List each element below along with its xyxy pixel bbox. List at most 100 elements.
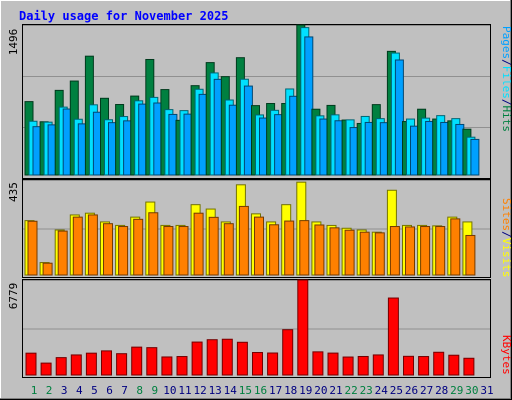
bar-sites-day-16 [254, 216, 264, 276]
day-label-10: 10 [163, 384, 176, 397]
bar-kbytes-day-22 [342, 356, 354, 376]
day-label-31: 31 [480, 384, 493, 397]
chart-title: Daily usage for November 2025 [19, 9, 229, 23]
bar-sites-day-28 [435, 226, 446, 276]
bar-kbytes-day-15 [236, 341, 248, 376]
legend-files: Files [500, 66, 512, 99]
bar-sites-day-27 [420, 226, 431, 276]
day-label-25: 25 [390, 384, 403, 397]
bar-sites-day-1 [27, 220, 38, 276]
bar-sites-day-25 [389, 226, 400, 276]
ymax-label-hits: 1496 [7, 29, 20, 56]
legend-slash: / [500, 99, 512, 106]
day-label-11: 11 [178, 384, 191, 397]
bar-kbytes-day-1 [25, 352, 37, 376]
bar-sites-day-9 [148, 212, 159, 276]
day-label-23: 23 [360, 384, 373, 397]
bar-kbytes-day-7 [116, 353, 128, 376]
grid-kbytes [23, 280, 490, 330]
bar-kbytes-day-21 [327, 352, 339, 376]
bar-kbytes-day-24 [372, 354, 384, 376]
day-label-16: 16 [254, 384, 267, 397]
bar-kbytes-day-18 [282, 329, 294, 376]
bar-sites-day-11 [178, 226, 189, 276]
legend-kbytes-label: KBytes [500, 335, 512, 375]
bar-sites-day-13 [208, 216, 219, 276]
bar-sites-day-7 [118, 226, 129, 276]
day-label-12: 12 [193, 384, 206, 397]
bar-kbytes-day-2 [40, 362, 52, 376]
bar-sites-day-21 [329, 227, 340, 276]
legend-kbytes: KBytes [500, 335, 512, 375]
bar-sites-day-19 [299, 220, 310, 276]
bar-sites-day-24 [374, 232, 385, 276]
bars-sites-visits [24, 181, 476, 276]
day-label-8: 8 [136, 384, 143, 397]
bar-sites-day-10 [163, 226, 174, 276]
bar-sites-day-12 [193, 212, 204, 276]
bar-kbytes-day-28 [433, 351, 445, 376]
bar-pages-day-19 [304, 36, 314, 176]
bar-sites-day-3 [57, 230, 68, 276]
day-label-21: 21 [329, 384, 342, 397]
bar-pages-day-25 [394, 59, 404, 176]
bar-sites-day-2 [42, 262, 53, 276]
bar-sites-day-20 [314, 224, 325, 276]
day-label-22: 22 [344, 384, 357, 397]
day-label-4: 4 [76, 384, 83, 397]
day-label-15: 15 [239, 384, 252, 397]
day-label-18: 18 [284, 384, 297, 397]
day-label-28: 28 [435, 384, 448, 397]
ymax-label-visits: 435 [7, 182, 20, 202]
legend-slash: / [500, 231, 512, 238]
day-label-24: 24 [375, 384, 389, 397]
day-label-7: 7 [121, 384, 128, 397]
bars-pages-files-hits [24, 24, 480, 176]
day-label-5: 5 [91, 384, 98, 397]
bar-kbytes-day-19 [297, 279, 309, 376]
bar-sites-day-5 [87, 214, 98, 276]
bar-kbytes-day-5 [85, 352, 97, 376]
bar-sites-day-6 [103, 223, 113, 276]
day-label-3: 3 [61, 384, 68, 397]
x-axis-day-labels: 1 2 3 4 5 6 7 8 9 10 11 12 13 14 15 16 17 18 19 20 21 22 23 24 2… [31, 384, 494, 397]
day-label-30: 30 [465, 384, 478, 397]
bar-kbytes-day-29 [448, 354, 460, 376]
bars-kbytes [25, 279, 475, 376]
legend-sites: Sites [500, 198, 512, 231]
bar-kbytes-day-25 [387, 297, 399, 376]
day-label-26: 26 [405, 384, 418, 397]
bar-sites-day-8 [133, 218, 144, 276]
day-label-1: 1 [31, 384, 38, 397]
legend-pages-files-hits: Pages/Files/Hits [500, 26, 512, 132]
legend-visits: Visits [500, 238, 512, 278]
bar-kbytes-day-9 [146, 347, 158, 376]
day-label-20: 20 [314, 384, 327, 397]
bar-pages-day-30 [470, 138, 480, 176]
bar-kbytes-day-10 [161, 356, 173, 376]
bar-sites-day-29 [450, 218, 461, 276]
bar-kbytes-day-17 [267, 352, 279, 376]
day-label-2: 2 [46, 384, 53, 397]
day-label-27: 27 [420, 384, 433, 397]
bar-kbytes-day-20 [312, 351, 324, 376]
bar-kbytes-day-11 [176, 356, 188, 376]
bar-sites-day-22 [344, 229, 355, 276]
bar-kbytes-day-13 [206, 339, 218, 376]
legend-pages: Pages [500, 26, 512, 59]
bar-sites-day-4 [72, 216, 83, 276]
ymax-label-kbytes: 6779 [7, 283, 20, 310]
bar-kbytes-day-23 [357, 355, 369, 376]
bar-kbytes-day-12 [191, 341, 203, 376]
day-label-9: 9 [151, 384, 158, 397]
bar-kbytes-day-30 [463, 357, 475, 376]
bar-kbytes-day-3 [55, 357, 67, 376]
day-label-19: 19 [299, 384, 312, 397]
bar-sites-day-17 [269, 224, 280, 276]
day-label-13: 13 [209, 384, 222, 397]
bar-sites-day-14 [223, 223, 234, 276]
bar-kbytes-day-6 [101, 350, 112, 376]
bar-kbytes-day-26 [403, 355, 414, 376]
legend-sites-visits: Sites/Visits [500, 198, 512, 278]
